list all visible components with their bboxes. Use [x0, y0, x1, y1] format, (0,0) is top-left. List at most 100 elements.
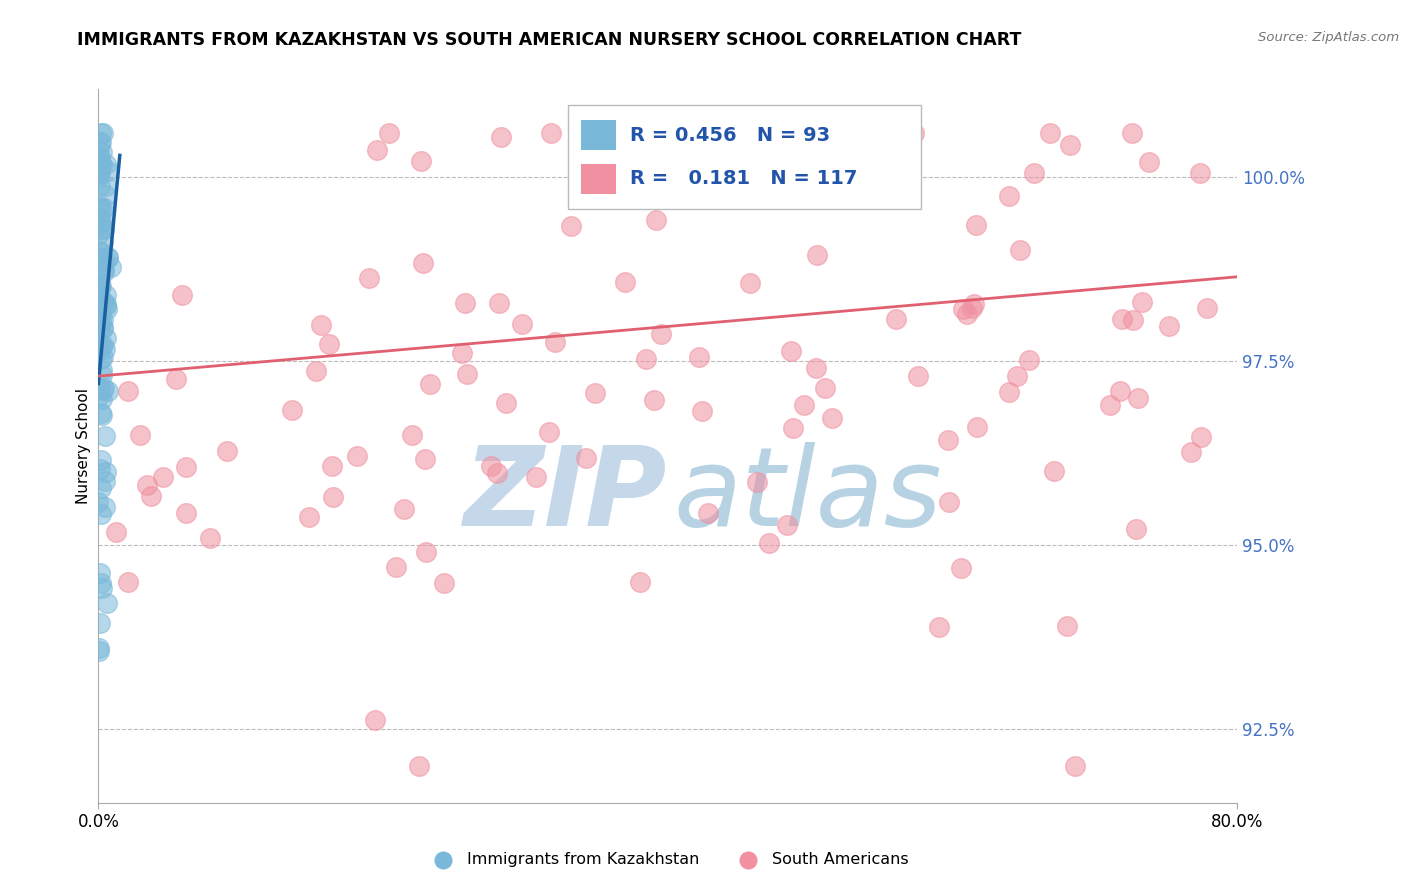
Point: [886, 312, 908, 326]
Point: [1125, 522, 1147, 536]
Point: [93, 201, 115, 215]
Point: [644, 212, 666, 227]
Point: [962, 297, 984, 311]
Point: [364, 714, 387, 728]
Point: [806, 248, 828, 262]
Point: [814, 381, 837, 395]
Point: [90, 259, 112, 273]
Point: [454, 295, 477, 310]
Point: [94, 179, 117, 194]
Point: [311, 318, 333, 333]
Point: [636, 351, 658, 366]
Point: [614, 275, 637, 289]
Point: [697, 506, 720, 520]
Point: [1010, 243, 1032, 257]
Point: [89, 566, 111, 581]
Point: [170, 288, 193, 302]
Point: [1056, 618, 1078, 632]
Point: [1024, 165, 1046, 179]
Point: [401, 428, 423, 442]
Point: [89, 153, 111, 167]
Point: [90, 408, 112, 422]
Point: [90, 481, 112, 495]
Point: [366, 143, 388, 157]
Point: [94, 157, 117, 171]
Point: [928, 619, 950, 633]
Point: [322, 491, 344, 505]
Point: [903, 126, 925, 140]
Point: [90, 222, 112, 236]
Point: [1039, 126, 1062, 140]
Point: [90, 452, 112, 467]
Point: [90, 508, 112, 522]
Point: [1189, 429, 1212, 443]
Point: [100, 260, 122, 275]
Point: [1109, 384, 1132, 399]
Point: [91, 339, 114, 353]
Point: [89, 319, 111, 334]
Point: [93, 262, 115, 277]
Point: [93, 213, 115, 227]
Point: [1137, 155, 1160, 169]
Point: [89, 178, 111, 193]
Point: [1121, 126, 1143, 140]
Point: [962, 301, 984, 316]
Point: [94, 429, 117, 443]
Point: [965, 218, 987, 232]
Point: [415, 544, 437, 558]
Point: [117, 384, 139, 398]
Point: [90, 314, 112, 328]
Point: [409, 153, 432, 168]
Point: [89, 277, 111, 292]
Point: [419, 376, 441, 391]
Point: [359, 270, 381, 285]
Point: [793, 398, 815, 412]
Point: [318, 336, 340, 351]
Point: [91, 338, 114, 352]
Point: [1111, 312, 1133, 326]
Point: [87, 495, 110, 509]
Point: [87, 169, 110, 183]
Point: [89, 245, 111, 260]
Point: [90, 157, 112, 171]
Point: [433, 576, 456, 591]
Point: [176, 506, 198, 520]
Point: [89, 164, 111, 178]
Point: [1098, 398, 1121, 412]
Point: [1195, 301, 1218, 315]
Point: [1130, 294, 1153, 309]
Point: [89, 151, 111, 165]
Point: [394, 502, 416, 516]
Point: [683, 155, 706, 169]
Point: [1126, 391, 1149, 405]
Point: [846, 178, 869, 192]
Point: [707, 190, 730, 204]
Point: [628, 575, 651, 590]
Point: [1122, 313, 1144, 327]
Text: IMMIGRANTS FROM KAZAKHSTAN VS SOUTH AMERICAN NURSERY SCHOOL CORRELATION CHART: IMMIGRANTS FROM KAZAKHSTAN VS SOUTH AMER…: [77, 31, 1022, 49]
Point: [560, 219, 582, 234]
Text: atlas: atlas: [673, 442, 942, 549]
Point: [821, 410, 844, 425]
Point: [94, 474, 117, 488]
Point: [451, 346, 474, 360]
Point: [495, 396, 517, 410]
Point: [413, 452, 436, 467]
Point: [544, 335, 567, 350]
Point: [97, 250, 120, 264]
Point: [97, 163, 120, 178]
Point: [758, 535, 780, 549]
Point: [97, 384, 120, 399]
Point: [281, 403, 304, 417]
Point: [938, 495, 960, 509]
Point: [298, 510, 321, 524]
Point: [538, 425, 561, 440]
Point: [759, 149, 782, 163]
Point: [91, 235, 114, 249]
Point: [94, 188, 117, 202]
Point: [94, 343, 117, 357]
Point: [408, 759, 430, 773]
Point: [650, 326, 672, 341]
Point: [89, 272, 111, 286]
Point: [1188, 165, 1211, 179]
